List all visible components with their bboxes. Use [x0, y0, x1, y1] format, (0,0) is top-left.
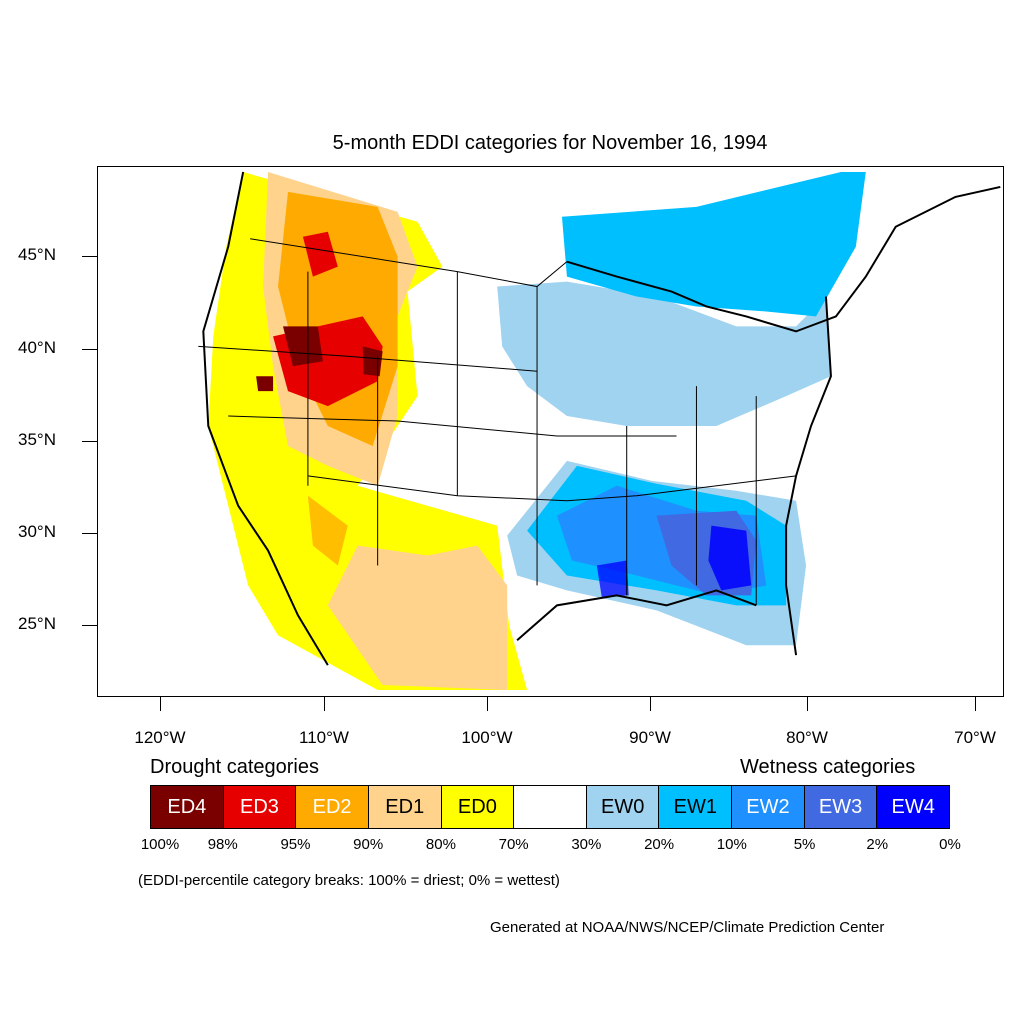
ed4-region: [283, 326, 323, 367]
lon-tick: [487, 697, 488, 711]
lat-tick: [82, 625, 97, 626]
lat-tick: [82, 533, 97, 534]
ew4-region-2: [596, 560, 629, 598]
legend-ew3: EW3: [804, 786, 878, 828]
legend-break-label: 0%: [939, 836, 961, 853]
legend-ed1: ED1: [368, 786, 442, 828]
ew1-region-canada: [561, 171, 866, 317]
legend-break-label: 100%: [140, 836, 180, 853]
lon-tick: [975, 697, 976, 711]
coastlines: [202, 171, 1001, 666]
lon-label-110: 110°W: [299, 728, 349, 747]
category-breaks-note: (EDDI-percentile category breaks: 100% =…: [138, 872, 560, 889]
legend-neutral: [514, 786, 587, 828]
lon-tick: [160, 697, 161, 711]
map-title: 5-month EDDI categories for November 16,…: [332, 132, 768, 154]
legend-ew0: EW0: [586, 786, 660, 828]
legend-break-label: 30%: [571, 836, 602, 853]
legend-ed3: ED3: [223, 786, 297, 828]
ed4-region-3: [256, 376, 274, 392]
lon-label-80: 80°W: [786, 728, 828, 747]
legend-ew1: EW1: [659, 786, 733, 828]
credit-line: Generated at NOAA/NWS/NCEP/Climate Predi…: [490, 919, 885, 936]
ew0-region-north: [497, 281, 831, 427]
ed2-region-southwest: [307, 495, 348, 566]
map-plot-area: [97, 166, 1004, 697]
legend-break-label: 95%: [280, 836, 311, 853]
ed1-region-south: [327, 545, 508, 691]
lat-tick: [82, 349, 97, 350]
legend-ed0: ED0: [441, 786, 515, 828]
legend-break-label: 20%: [644, 836, 675, 853]
drought-caption: Drought categories: [150, 756, 319, 778]
lat-label-25: 25°N: [18, 614, 56, 633]
wetness-caption: Wetness categories: [740, 756, 916, 778]
lat-tick: [82, 256, 97, 257]
lat-label-30: 30°N: [18, 522, 56, 541]
legend-ed2: ED2: [296, 786, 369, 828]
lon-label-100: 100°W: [461, 728, 513, 747]
lat-label-35: 35°N: [18, 430, 56, 449]
ed4-region-2: [362, 346, 383, 377]
lat-label-45: 45°N: [18, 245, 56, 264]
lon-label-90: 90°W: [629, 728, 671, 747]
legend-break-label: 98%: [207, 836, 238, 853]
state-boundaries: [198, 238, 797, 606]
lon-label-70: 70°W: [954, 728, 996, 747]
lon-tick: [324, 697, 325, 711]
lon-tick: [807, 697, 808, 711]
ew4-region: [708, 525, 752, 591]
legend-ed4: ED4: [151, 786, 224, 828]
legend-break-label: 70%: [498, 836, 529, 853]
legend-break-label: 2%: [866, 836, 889, 853]
lon-tick: [650, 697, 651, 711]
legend-color-bar: ED4 ED3 ED2 ED1 ED0 EW0 EW1 EW2 EW3 EW4: [150, 785, 950, 829]
legend-break-label: 5%: [793, 836, 816, 853]
lat-tick: [82, 441, 97, 442]
ed3-region-north: [302, 231, 338, 277]
legend-break-label: 80%: [425, 836, 456, 853]
legend-ew2: EW2: [732, 786, 805, 828]
legend-ew4: EW4: [877, 786, 950, 828]
lat-label-40: 40°N: [18, 338, 56, 357]
eddi-map: [198, 171, 1001, 691]
legend-break-label: 10%: [716, 836, 747, 853]
lon-label-120: 120°W: [134, 728, 186, 747]
legend-break-label: 90%: [353, 836, 384, 853]
